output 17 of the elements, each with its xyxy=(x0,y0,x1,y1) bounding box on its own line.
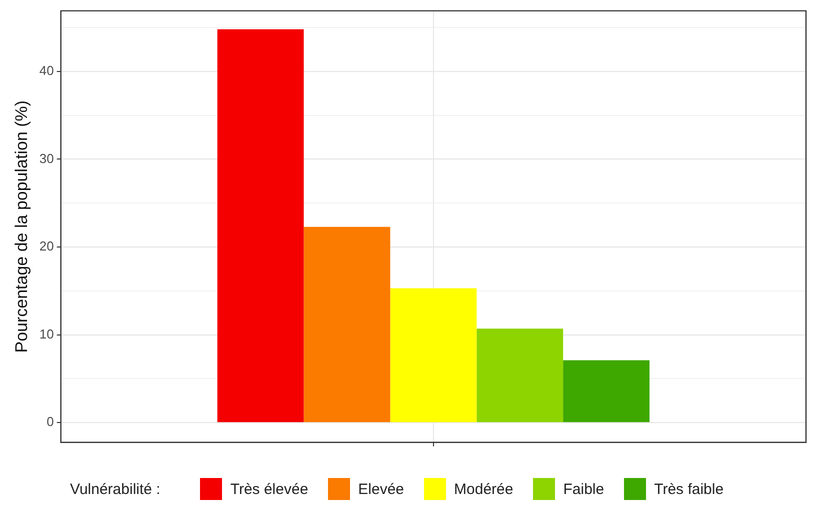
y-tick-label: 40 xyxy=(39,62,54,78)
legend-label: Très élevée xyxy=(230,480,308,498)
y-tick-label: 30 xyxy=(39,150,54,166)
legend-label: Elevée xyxy=(358,480,404,498)
bar xyxy=(563,360,650,422)
y-tick-label: 0 xyxy=(46,414,54,430)
legend-title: Vulnérabilité : xyxy=(70,480,160,498)
y-tick-label: 10 xyxy=(39,326,54,342)
legend-label: Faible xyxy=(563,480,604,498)
legend-label: Modérée xyxy=(454,480,514,498)
y-tick-label: 20 xyxy=(39,238,54,254)
bar xyxy=(217,29,304,422)
bar xyxy=(390,288,477,422)
y-axis-title: Pourcentage de la population (%) xyxy=(12,100,31,353)
bar xyxy=(304,226,390,422)
bar xyxy=(476,328,564,422)
legend-label: Très faible xyxy=(654,480,724,498)
